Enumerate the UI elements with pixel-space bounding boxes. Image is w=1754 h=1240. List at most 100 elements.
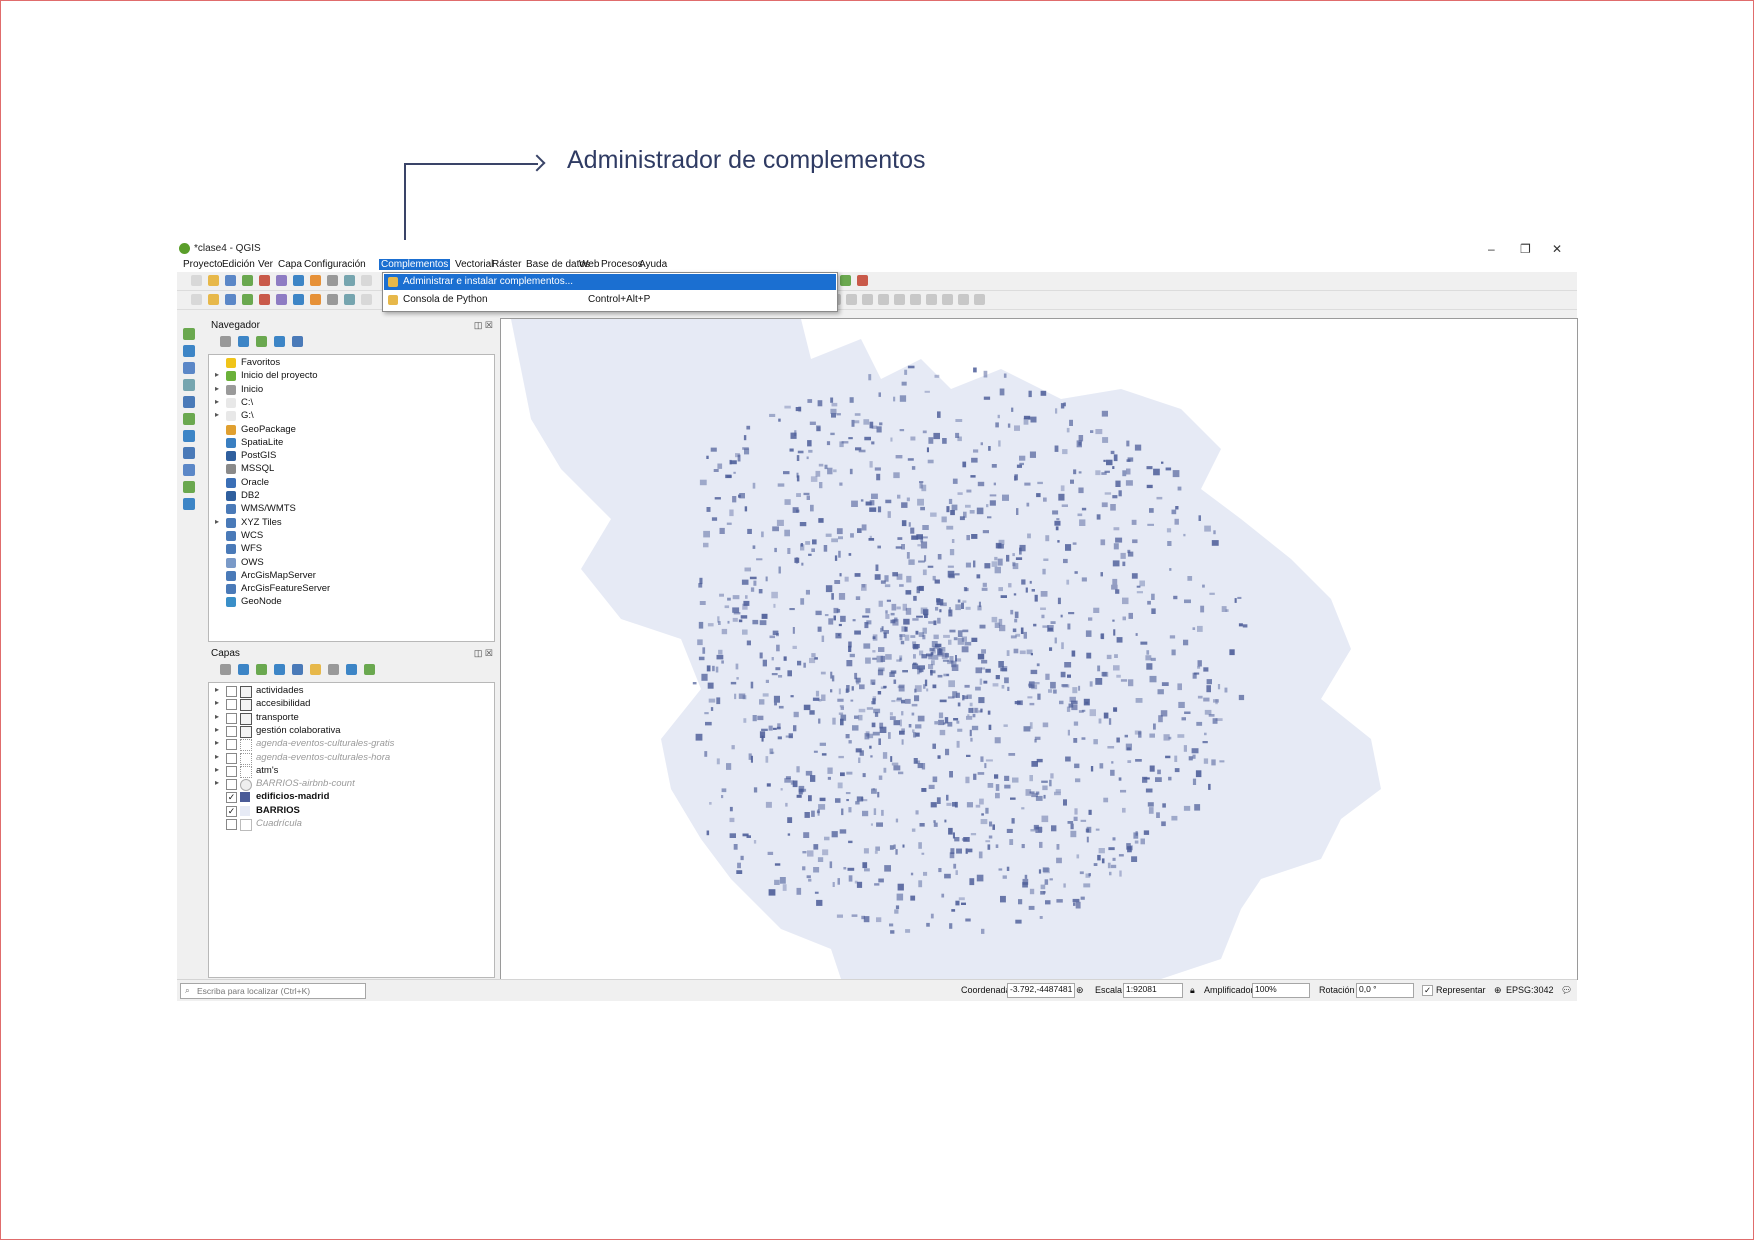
toolbar-button-icon[interactable] [894, 294, 905, 305]
expand-arrow-icon[interactable]: ▸ [215, 516, 220, 526]
panel-tool-button-icon[interactable] [238, 664, 249, 675]
expand-arrow-icon[interactable]: ▸ [215, 370, 220, 380]
toolbar-button-icon[interactable] [846, 294, 857, 305]
expand-arrow-icon[interactable]: ▸ [215, 711, 220, 721]
menu-vectorial[interactable]: Vectorial [455, 259, 494, 270]
toolbar-button-icon[interactable] [276, 294, 287, 305]
menu-capa[interactable]: Capa [278, 259, 302, 270]
navigator-item[interactable]: ArcGisMapServer [209, 570, 489, 583]
navigator-item[interactable]: ▸ Inicio [209, 384, 489, 397]
rotation-field[interactable]: 0,0 ° [1356, 983, 1414, 998]
toolbar-button-icon[interactable] [361, 294, 372, 305]
add-layer-button-icon[interactable] [183, 447, 195, 459]
toolbar-button-icon[interactable] [840, 275, 851, 286]
expand-arrow-icon[interactable]: ▸ [215, 396, 220, 406]
layer-item[interactable]: ▸ actividades [209, 685, 489, 698]
navigator-item[interactable]: Oracle [209, 477, 489, 490]
toolbar-button-icon[interactable] [344, 275, 355, 286]
layer-item[interactable]: ▸ agenda-eventos-culturales-hora [209, 752, 489, 765]
layer-visibility-checkbox[interactable] [226, 752, 237, 764]
panel-tool-button-icon[interactable] [256, 336, 267, 347]
layer-item[interactable]: ▸ BARRIOS-airbnb-count [209, 778, 489, 792]
expand-arrow-icon[interactable]: ▸ [215, 685, 220, 694]
toolbar-button-icon[interactable] [958, 294, 969, 305]
menu-complementos[interactable]: Complementos [379, 259, 451, 270]
menu-procesos[interactable]: Procesos [601, 259, 643, 270]
navigator-item[interactable]: ArcGisFeatureServer [209, 583, 489, 596]
layer-item[interactable]: ▸ transporte [209, 712, 489, 725]
panel-tool-button-icon[interactable] [274, 664, 285, 675]
layer-visibility-checkbox[interactable]: ✓ [226, 792, 237, 804]
expand-arrow-icon[interactable]: ▸ [215, 724, 220, 734]
add-layer-button-icon[interactable] [183, 481, 195, 493]
navigator-item[interactable]: WFS [209, 543, 489, 556]
panel-tool-button-icon[interactable] [346, 664, 357, 675]
expand-arrow-icon[interactable]: ▸ [215, 383, 220, 393]
navigator-item[interactable]: PostGIS [209, 450, 489, 463]
menu-ráster[interactable]: Ráster [492, 259, 522, 270]
toolbar-button-icon[interactable] [926, 294, 937, 305]
toolbar-button-icon[interactable] [910, 294, 921, 305]
add-layer-button-icon[interactable] [183, 379, 195, 391]
layer-item[interactable]: ✓ BARRIOS [209, 805, 489, 818]
toolbar-button-icon[interactable] [942, 294, 953, 305]
menuitem-python-console[interactable]: Consola de Python Control+Alt+P [384, 292, 836, 308]
layer-visibility-checkbox[interactable] [226, 712, 237, 724]
expand-arrow-icon[interactable]: ▸ [215, 410, 220, 420]
toolbar-button-icon[interactable] [208, 294, 219, 305]
expand-arrow-icon[interactable]: ▸ [215, 738, 220, 748]
layer-visibility-checkbox[interactable]: ✓ [226, 805, 237, 817]
add-layer-button-icon[interactable] [183, 498, 195, 510]
menu-proyecto[interactable]: Proyecto [183, 259, 223, 270]
navigator-item[interactable]: SpatiaLite [209, 437, 489, 450]
menu-web[interactable]: Web [579, 259, 600, 270]
maximize-button[interactable]: ❐ [1520, 242, 1531, 256]
toolbar-button-icon[interactable] [857, 275, 868, 286]
layer-visibility-checkbox[interactable] [226, 779, 237, 791]
layer-item[interactable]: ✓ edificios-madrid [209, 791, 489, 804]
toolbar-button-icon[interactable] [225, 294, 236, 305]
panel-float-close-icon[interactable]: ◫ ☒ [473, 648, 493, 658]
messages-icon[interactable]: 💬︎ [1561, 985, 1573, 995]
panel-tool-button-icon[interactable] [328, 664, 339, 675]
add-layer-button-icon[interactable] [183, 413, 195, 425]
layer-item[interactable]: Cuadrícula [209, 818, 489, 831]
panel-tool-button-icon[interactable] [274, 336, 285, 347]
expand-arrow-icon[interactable]: ▸ [215, 764, 220, 774]
navigator-item[interactable]: GeoPackage [209, 424, 489, 437]
menu-ayuda[interactable]: Ayuda [639, 259, 668, 270]
layer-item[interactable]: ▸ gestión colaborativa [209, 725, 489, 738]
layer-item[interactable]: ▸ atm's [209, 765, 489, 778]
toolbar-button-icon[interactable] [310, 275, 321, 286]
toolbar-button-icon[interactable] [293, 275, 304, 286]
map-render[interactable] [501, 319, 1577, 979]
toolbar-button-icon[interactable] [276, 275, 287, 286]
toolbar-button-icon[interactable] [191, 294, 202, 305]
toolbar-button-icon[interactable] [862, 294, 873, 305]
menu-edición[interactable]: Edición [222, 259, 255, 270]
magnifier-field[interactable]: 100% [1252, 983, 1310, 998]
toolbar-button-icon[interactable] [259, 275, 270, 286]
add-layer-button-icon[interactable] [183, 345, 195, 357]
expand-arrow-icon[interactable]: ▸ [215, 778, 220, 788]
panel-tool-button-icon[interactable] [292, 336, 303, 347]
layer-item[interactable]: ▸ agenda-eventos-culturales-gratis [209, 738, 489, 752]
scale-field[interactable]: 1:92081 [1123, 983, 1183, 998]
menu-configuración[interactable]: Configuración [304, 259, 366, 270]
toolbar-button-icon[interactable] [242, 275, 253, 286]
close-button[interactable]: ✕ [1552, 242, 1563, 256]
crs-icon[interactable]: ⊕ [1494, 985, 1502, 995]
navigator-item[interactable]: WMS/WMTS [209, 503, 489, 516]
navigator-item[interactable]: ▸ Inicio del proyecto [209, 370, 489, 383]
panel-tool-button-icon[interactable] [220, 336, 231, 347]
coordinate-field[interactable]: -3.792,-4487481 [1007, 983, 1075, 998]
layer-visibility-checkbox[interactable] [226, 739, 237, 751]
menuitem-manage-plugins[interactable]: Administrar e instalar complementos... [384, 274, 836, 290]
toolbar-button-icon[interactable] [327, 294, 338, 305]
navigator-item[interactable]: ▸ XYZ Tiles [209, 517, 489, 530]
coordinate-toggle-icon[interactable]: ⊛ [1076, 985, 1084, 995]
navigator-item[interactable]: MSSQL [209, 463, 489, 476]
toolbar-button-icon[interactable] [878, 294, 889, 305]
toolbar-button-icon[interactable] [208, 275, 219, 286]
toolbar-button-icon[interactable] [344, 294, 355, 305]
